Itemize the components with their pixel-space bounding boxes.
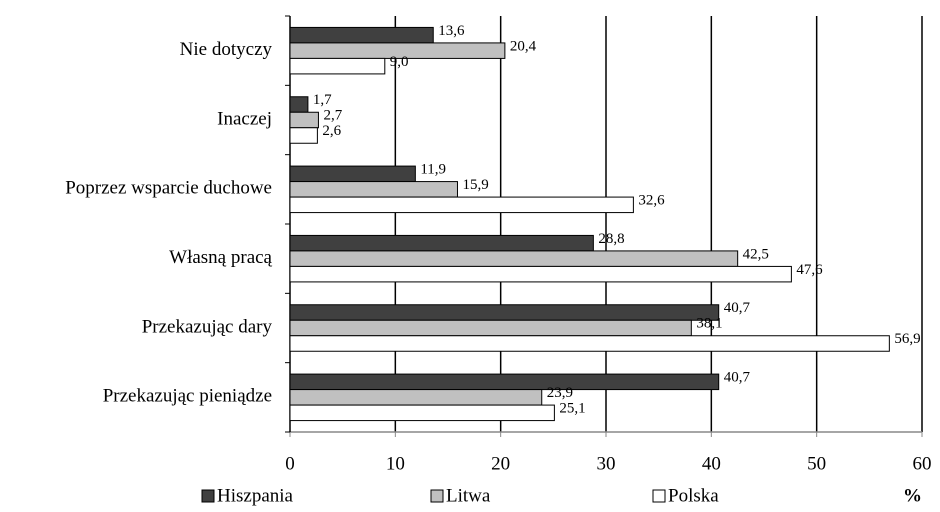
x-tick-label: 60 xyxy=(913,453,932,474)
bar xyxy=(289,304,720,321)
legend-label: Litwa xyxy=(446,485,491,506)
x-tick-label: 20 xyxy=(491,453,510,474)
data-label: 56,9 xyxy=(894,331,920,347)
x-tick-label: 50 xyxy=(807,453,826,474)
bar xyxy=(289,165,416,183)
data-label: 20,4 xyxy=(510,38,537,54)
y-tick-label: Poprzez wsparcie duchowe xyxy=(65,178,272,199)
y-tick-label: Przekazując dary xyxy=(142,316,273,337)
bar xyxy=(289,181,458,198)
data-label: 1,7 xyxy=(313,92,332,108)
bar xyxy=(289,389,543,406)
y-tick-label: Nie dotyczy xyxy=(180,39,273,60)
bar xyxy=(289,265,792,283)
data-label: 9,0 xyxy=(390,54,409,70)
data-label: 11,9 xyxy=(420,162,446,178)
data-label: 28,8 xyxy=(598,231,624,247)
bar xyxy=(289,42,506,59)
bar xyxy=(289,111,319,129)
bar xyxy=(289,404,555,422)
bar xyxy=(289,373,720,391)
legend-label: Polska xyxy=(668,485,719,506)
bar xyxy=(289,319,692,337)
data-label: 42,5 xyxy=(743,246,769,262)
y-tick-label: Własną pracą xyxy=(169,247,272,268)
data-label: 2,6 xyxy=(322,123,341,139)
data-label: 13,6 xyxy=(438,23,465,39)
bar xyxy=(289,127,318,144)
data-label: 40,7 xyxy=(724,370,751,386)
legend-swatch xyxy=(430,489,444,503)
data-label: 15,9 xyxy=(462,177,488,193)
y-tick-label: Przekazując pieniądze xyxy=(103,386,272,407)
x-axis-label: % xyxy=(903,485,922,506)
x-tick-label: 10 xyxy=(386,453,405,474)
x-tick-label: 40 xyxy=(702,453,721,474)
bar xyxy=(289,196,634,214)
bar xyxy=(289,335,890,352)
bar xyxy=(289,234,594,252)
bar xyxy=(289,57,386,75)
data-label: 47,6 xyxy=(796,262,823,278)
data-label: 32,6 xyxy=(638,193,665,209)
x-tick-label: 0 xyxy=(285,453,295,474)
bar xyxy=(289,96,309,113)
x-tick-label: 30 xyxy=(597,453,616,474)
data-label: 23,9 xyxy=(547,385,573,401)
bar xyxy=(289,26,434,44)
y-tick-label: Inaczej xyxy=(217,108,272,129)
bar xyxy=(289,250,739,267)
data-label: 40,7 xyxy=(724,300,751,316)
legend-swatch xyxy=(201,489,215,503)
legend-label: Hiszpania xyxy=(217,485,294,506)
data-label: 25,1 xyxy=(559,401,585,417)
data-label: 38,1 xyxy=(696,316,722,332)
data-label: 2,7 xyxy=(323,108,342,124)
legend-swatch xyxy=(652,489,666,503)
